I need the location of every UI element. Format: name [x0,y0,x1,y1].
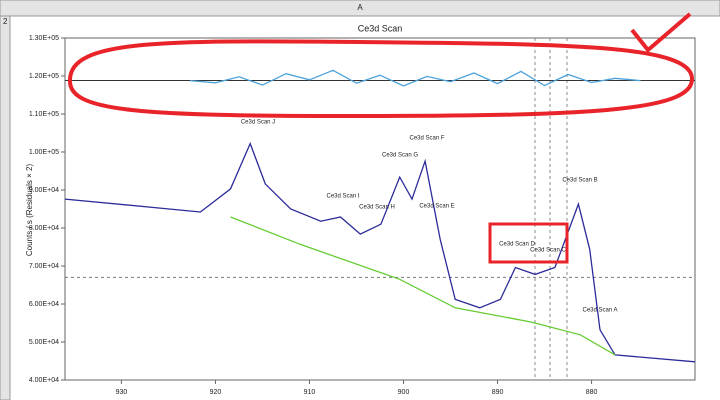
y-tick-label: 1.20E+05 [29,73,59,80]
peak-label: Ce3d Scan G [382,153,418,159]
x-tick-label: 920 [210,389,222,396]
peak-label: Ce3d Scan A [582,308,617,314]
x-tick-label: 910 [304,389,316,396]
column-header [0,0,720,17]
series-line [190,69,641,87]
y-tick-label: 1.10E+05 [29,111,59,118]
row-header [0,15,11,400]
y-tick-label: 1.30E+05 [29,35,59,42]
peak-label: Ce3d Scan F [409,136,444,142]
peak-label: Ce3d Scan D [499,242,535,248]
chart-title: Ce3d Scan [358,23,403,33]
peak-label: Ce3d Scan I [326,194,359,200]
peak-label: Ce3d Scan H [359,205,395,211]
y-tick-label: 8.00E+04 [29,225,59,232]
series-line [230,216,616,356]
series-line [64,141,696,363]
peak-label: Ce3d Scan E [419,204,454,210]
row-label: 2 [3,17,8,26]
y-tick-label: 1.00E+05 [29,149,59,156]
x-tick-label: 930 [116,389,128,396]
peak-label: Ce3d Scan B [562,178,597,184]
y-tick-label: 5.00E+04 [29,339,59,346]
peak-label: Ce3d Scan J [241,120,275,126]
x-tick-label: 890 [492,389,504,396]
y-tick-label: 7.00E+04 [29,263,59,270]
plot: 4.00E+04 5.00E+04 6.00E+04 7.00E+04 8.00E+04… [29,35,696,396]
y-tick-label: 4.00E+04 [29,377,59,384]
peak-label: Ce3d Scan C [530,248,566,254]
y-tick-label: 9.00E+04 [29,187,59,194]
y-tick-label: 6.00E+04 [29,301,59,308]
column-label: A [357,3,363,12]
plot-frame [64,37,696,381]
y-axis-label: Counts / s (Residuals × 2) [25,164,34,257]
x-tick-label: 880 [586,389,598,396]
red-annotations [67,12,695,264]
x-tick-label: 900 [398,389,410,396]
